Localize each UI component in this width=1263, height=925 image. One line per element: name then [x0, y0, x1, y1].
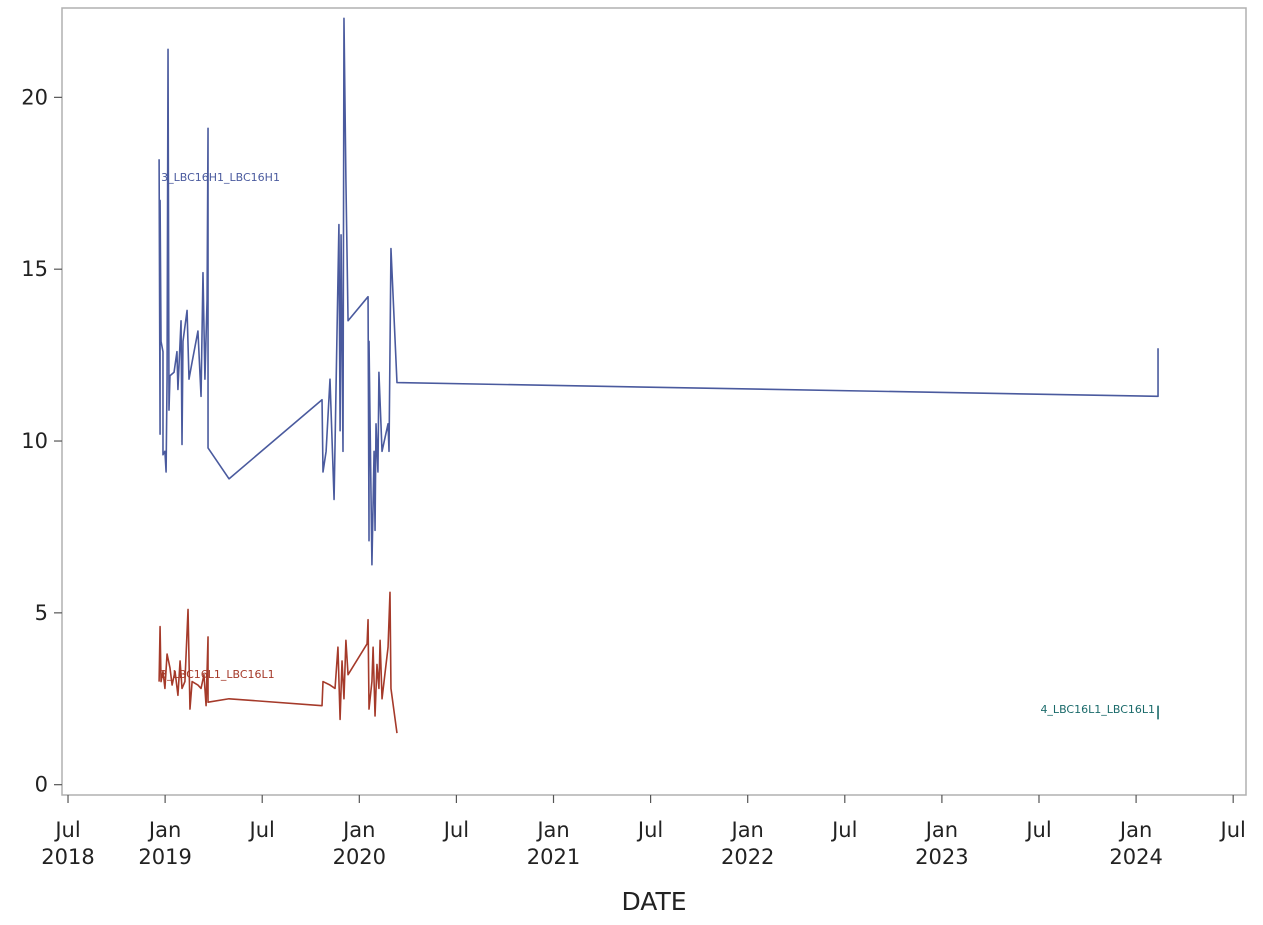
x-tick-label-line: Jan: [147, 818, 181, 842]
x-tick-label: Jul: [248, 818, 275, 842]
x-tick-label: Jul: [636, 818, 663, 842]
y-tick-label: 20: [21, 85, 48, 109]
x-tick-label: Jan 2023: [915, 818, 968, 869]
x-tick-label: Jul: [1024, 818, 1051, 842]
x-tick-label-line: 2020: [333, 845, 386, 869]
x-tick-label: Jan 2020: [333, 818, 386, 869]
y-tick-label: 0: [35, 773, 48, 797]
x-tick-label-line: 2024: [1109, 845, 1162, 869]
x-tick-label-line: 2019: [138, 845, 191, 869]
x-tick-label: Jan 2019: [138, 818, 191, 869]
x-tick-label-line: Jan: [730, 818, 764, 842]
x-tick-label: Jan 2024: [1109, 818, 1162, 869]
x-tick-label-line: Jul: [830, 818, 857, 842]
x-tick-label: Jul: [442, 818, 469, 842]
x-tick-label-line: 2022: [721, 845, 774, 869]
x-tick-label-line: Jul: [1024, 818, 1051, 842]
curve-label: 3_LBC16H1_LBC16H1: [161, 171, 280, 184]
x-tick-label: Jul: [1219, 818, 1246, 842]
x-tick-label-line: Jul: [636, 818, 663, 842]
y-tick-label: 5: [35, 601, 48, 625]
series-line: [158, 17, 1159, 566]
series-line: [158, 591, 398, 734]
x-tick-label-line: 2023: [915, 845, 968, 869]
x-tick-label-line: Jan: [924, 818, 958, 842]
x-tick-label-line: Jan: [535, 818, 569, 842]
x-tick-label-line: 2021: [527, 845, 580, 869]
plot-frame: [61, 7, 1247, 796]
x-tick-label-line: Jul: [248, 818, 275, 842]
x-tick-label: Jul 2018: [41, 818, 94, 869]
x-tick-label-line: Jul: [53, 818, 80, 842]
x-axis-title: DATE: [621, 887, 686, 916]
x-tick-label: Jul: [830, 818, 857, 842]
x-tick-label-line: Jul: [442, 818, 469, 842]
curve-label: 4_LBC16L1_LBC16L1: [1040, 703, 1155, 716]
x-tick-label-line: 2018: [41, 845, 94, 869]
y-tick-label: 10: [21, 429, 48, 453]
x-tick-label-line: Jul: [1219, 818, 1246, 842]
x-tick-label-line: Jan: [1118, 818, 1152, 842]
x-tick-label: Jan 2022: [721, 818, 774, 869]
x-tick-label-line: Jan: [341, 818, 375, 842]
y-tick-label: 15: [21, 257, 48, 281]
x-tick-label: Jan 2021: [527, 818, 580, 869]
curve-label: 3_LBC16L1_LBC16L1: [160, 668, 275, 681]
